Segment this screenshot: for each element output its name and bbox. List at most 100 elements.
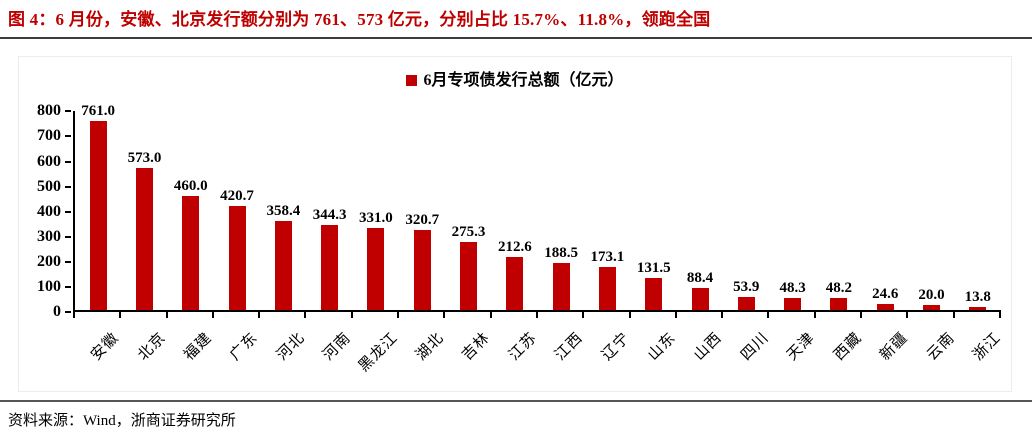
x-category: 福建	[166, 318, 215, 392]
bar-value-label: 131.5	[636, 259, 671, 276]
x-tick	[399, 312, 446, 319]
bar-value-label: 188.5	[544, 245, 578, 262]
bar	[737, 296, 755, 311]
x-tick	[168, 312, 214, 319]
y-tick-label: 300	[37, 227, 61, 245]
x-category-label: 浙江	[970, 330, 1005, 365]
x-tick	[908, 312, 955, 319]
bar-column: 212.6	[492, 239, 538, 311]
x-category: 湖北	[398, 318, 447, 392]
x-tick	[816, 312, 863, 319]
x-tick	[492, 312, 538, 319]
x-category: 山东	[630, 318, 679, 392]
bar	[691, 288, 709, 311]
bar-column: 131.5	[631, 260, 677, 311]
x-category-label: 江苏	[506, 330, 541, 365]
y-tick	[65, 261, 71, 263]
bar-column: 275.3	[445, 224, 491, 311]
y-tick-label: 500	[37, 177, 61, 195]
x-category-label: 广东	[227, 330, 262, 365]
bar-value-label: 460.0	[173, 177, 208, 194]
x-tick	[260, 312, 307, 319]
bar-column: 53.9	[723, 279, 769, 311]
x-category: 广东	[212, 318, 262, 392]
y-tick	[65, 185, 71, 188]
x-category: 浙江	[955, 318, 1005, 392]
x-tick	[73, 312, 122, 319]
y-tick	[65, 235, 71, 238]
x-category: 新疆	[862, 318, 912, 392]
x-category-label: 河北	[274, 330, 308, 365]
bar	[228, 205, 246, 311]
y-tick-label: 600	[37, 152, 61, 170]
bar	[182, 195, 200, 311]
x-tick	[862, 312, 909, 319]
bar	[367, 227, 385, 311]
bar-column: 188.5	[538, 245, 584, 311]
bar-value-label: 48.2	[825, 280, 853, 297]
x-tick	[538, 312, 585, 319]
bar	[413, 230, 431, 311]
y-tick-label: 200	[37, 253, 61, 270]
x-category: 四川	[723, 318, 772, 392]
x-tick	[584, 312, 631, 319]
x-tick	[121, 312, 168, 319]
bar-column: 173.1	[584, 249, 630, 311]
x-category-label: 天津	[784, 330, 819, 365]
bar-column: 24.6	[862, 286, 908, 311]
bar-value-label: 275.3	[451, 223, 486, 240]
y-tick-label: 100	[37, 278, 61, 296]
bar	[135, 167, 153, 311]
x-tick	[445, 312, 492, 319]
bar-column: 460.0	[168, 177, 214, 311]
bar-value-label: 88.4	[686, 270, 714, 287]
x-category: 河北	[259, 318, 308, 392]
x-tick	[306, 312, 353, 319]
source-divider	[0, 400, 1032, 403]
bar-value-label: 20.0	[918, 287, 945, 304]
bar-value-label: 212.6	[497, 239, 532, 256]
bar-column: 420.7	[214, 188, 260, 311]
bar	[645, 277, 663, 311]
bars-row: 761.0 573.0 460.0 420.7 358.4 344.3 331.0 320.7…	[73, 103, 1001, 313]
x-axis-ticks	[73, 312, 1001, 319]
y-tick	[65, 110, 71, 113]
bar-value-label: 13.8	[964, 288, 991, 305]
x-category-label: 辽宁	[598, 330, 633, 365]
bar	[922, 305, 940, 311]
bar-column: 320.7	[399, 212, 445, 311]
x-category: 天津	[769, 318, 818, 392]
x-category-label: 西藏	[830, 330, 865, 365]
x-category: 江苏	[491, 318, 541, 392]
source-note: 资料来源：Wind，浙商证券研究所	[8, 413, 236, 430]
bar	[321, 224, 339, 311]
x-tick	[353, 312, 400, 319]
bar	[460, 241, 478, 311]
bar-column: 344.3	[306, 207, 352, 311]
bar	[969, 306, 987, 311]
bar-column: 761.0	[75, 103, 121, 311]
x-tick	[631, 312, 677, 319]
x-category: 吉林	[444, 318, 494, 392]
x-category: 北京	[119, 318, 169, 392]
bar	[274, 221, 292, 311]
x-category-label: 新疆	[877, 330, 912, 365]
bar-column: 331.0	[353, 210, 399, 311]
bar	[830, 298, 848, 311]
bar-value-label: 573.0	[127, 149, 162, 166]
bar-column: 48.2	[816, 280, 862, 311]
x-tick	[955, 312, 1001, 319]
caption-divider	[0, 37, 1032, 40]
bar-column: 48.3	[769, 280, 815, 311]
y-tick	[65, 160, 71, 163]
x-tick	[214, 312, 261, 319]
x-category: 江西	[537, 318, 586, 392]
bar	[552, 263, 570, 311]
bar-value-label: 344.3	[312, 206, 347, 223]
x-tick	[723, 312, 770, 319]
x-category: 辽宁	[583, 318, 633, 392]
bar	[876, 304, 894, 311]
legend-label: 6月专项债发行总额（亿元）	[423, 72, 624, 90]
y-tick	[65, 210, 71, 213]
y-tick-label: 400	[37, 202, 61, 220]
